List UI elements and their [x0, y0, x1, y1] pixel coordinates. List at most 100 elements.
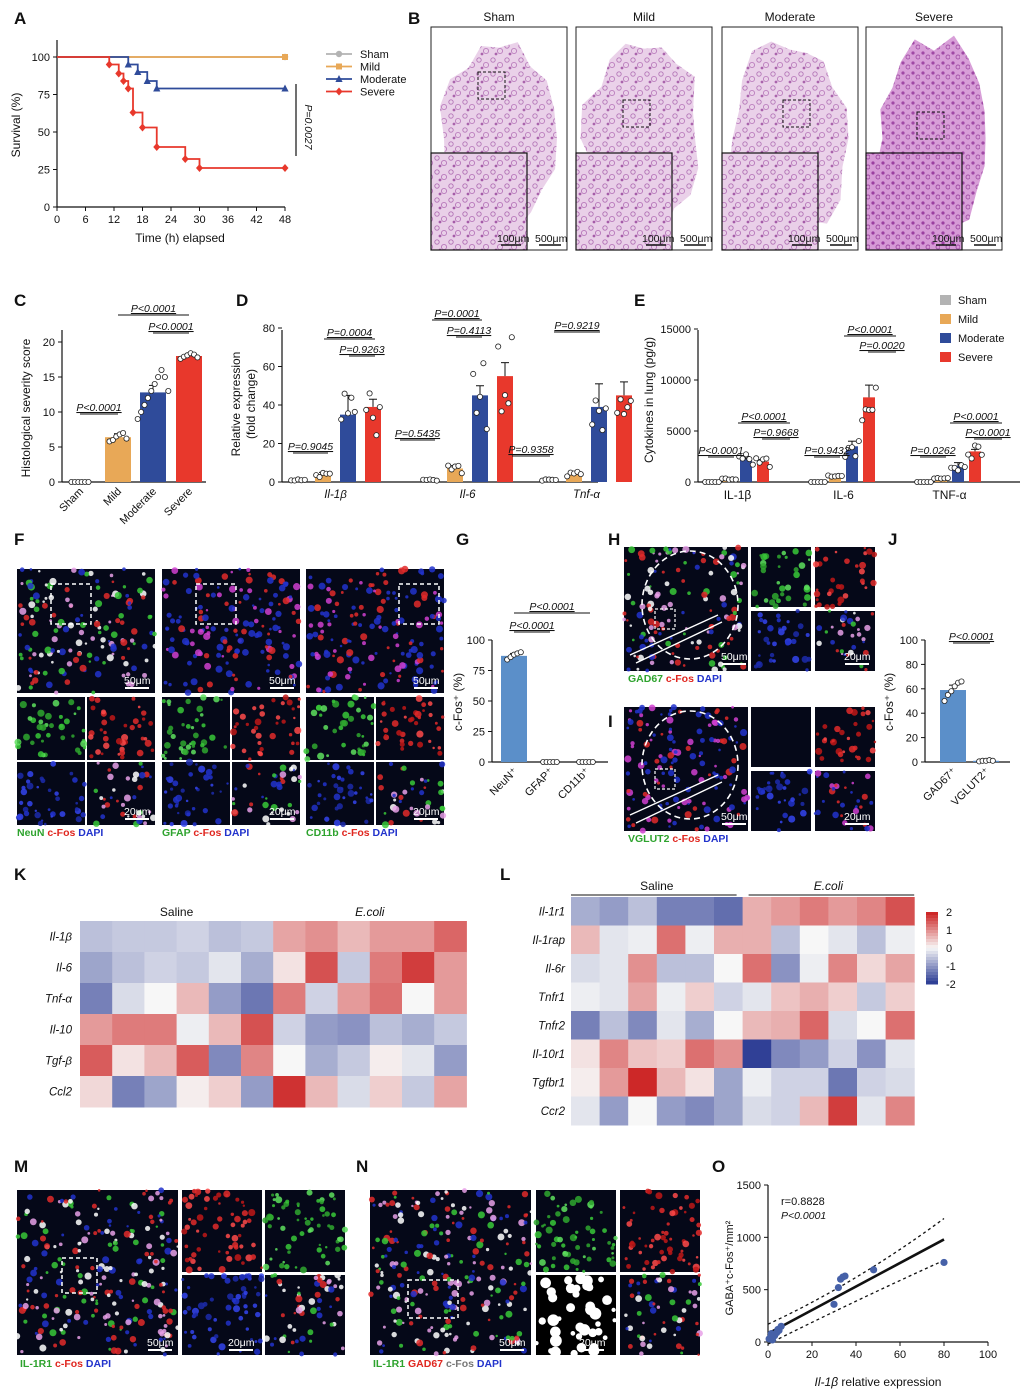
- cell: [129, 681, 135, 688]
- cell: [346, 765, 351, 770]
- data-point: [944, 691, 951, 698]
- cell: [768, 658, 774, 663]
- y-tick-label: 80: [263, 323, 275, 335]
- cell: [226, 1255, 233, 1263]
- cell: [539, 1259, 546, 1266]
- cell: [83, 1319, 89, 1325]
- cell: [59, 811, 66, 818]
- data-point: [85, 478, 92, 485]
- cell: [36, 785, 40, 789]
- y-tick-label: 0: [479, 757, 485, 769]
- cell: [805, 549, 813, 557]
- cell: [304, 1219, 311, 1226]
- cell: [183, 681, 188, 687]
- cell: [430, 687, 438, 694]
- cell: [551, 1241, 557, 1247]
- cell: [411, 676, 419, 683]
- data-point: [138, 408, 145, 415]
- row-label: Il-1β: [49, 932, 72, 944]
- cell: [23, 810, 30, 817]
- cell: [329, 1225, 335, 1231]
- cell: [310, 652, 315, 657]
- cell: [830, 639, 835, 645]
- cell: [861, 706, 865, 710]
- cell: [148, 810, 152, 814]
- cell: [137, 705, 141, 709]
- data-point: [376, 404, 383, 411]
- heatmap-cell: [685, 954, 715, 983]
- cell: [28, 656, 32, 660]
- cell: [280, 1313, 285, 1318]
- channel-neun: NeuN: [17, 827, 44, 839]
- fluorescence-image: [376, 762, 444, 825]
- cell: [323, 797, 327, 801]
- scale-bar-label-small: 100μm: [932, 233, 965, 245]
- cell: [148, 721, 154, 726]
- row-label: Il-6: [56, 963, 73, 975]
- cell: [21, 785, 26, 790]
- cell: [338, 1284, 344, 1290]
- cell: [185, 744, 192, 750]
- cell: [340, 1346, 345, 1351]
- cell: [161, 1305, 167, 1310]
- cell: [314, 1291, 321, 1298]
- data-point: [614, 409, 621, 416]
- cell: [325, 675, 331, 681]
- data-point: [151, 380, 158, 387]
- cell: [529, 1210, 533, 1214]
- data-point: [869, 406, 876, 413]
- heatmap-cell: [828, 1011, 858, 1040]
- bar-mild: [315, 474, 331, 482]
- scale-bar-label-large: 500μm: [970, 233, 1003, 245]
- cell: [77, 1273, 83, 1279]
- cell: [103, 592, 110, 599]
- cell: [777, 628, 785, 636]
- cell: [777, 800, 781, 804]
- cell: [469, 1291, 474, 1296]
- y-tick-label: 50: [38, 127, 50, 139]
- cell: [208, 1273, 215, 1280]
- cell: [673, 796, 679, 803]
- cell: [35, 599, 40, 604]
- cell: [433, 1351, 439, 1357]
- heatmap-cell: [369, 921, 403, 953]
- cell: [844, 610, 848, 614]
- event-marker: [153, 84, 161, 92]
- cell: [814, 770, 822, 777]
- x-tick-label: 40: [850, 1349, 862, 1361]
- colorbar-segment: [926, 918, 938, 922]
- cell: [158, 1337, 163, 1342]
- cell: [281, 1205, 286, 1210]
- channel-c-fos: c-Fos: [44, 827, 75, 839]
- cell: [861, 793, 868, 800]
- cell: [722, 667, 727, 672]
- cell: [472, 1269, 475, 1273]
- cell: [18, 633, 22, 637]
- cell: [382, 1325, 386, 1329]
- heatmap-cell: [241, 1014, 274, 1046]
- cell: [434, 721, 438, 725]
- heatmap-cell: [80, 952, 113, 984]
- cell: [340, 821, 346, 828]
- cell: [814, 546, 820, 552]
- cell: [219, 790, 222, 793]
- cell: [112, 788, 116, 792]
- cell: [816, 602, 822, 608]
- p-value: P=0.4113: [447, 325, 492, 337]
- cell: [432, 819, 438, 825]
- cell: [38, 719, 44, 725]
- cell: [462, 1188, 467, 1193]
- cell: [28, 618, 36, 626]
- cell: [361, 749, 366, 755]
- cell: [150, 1285, 155, 1290]
- cell: [341, 742, 346, 748]
- cell: [638, 1237, 641, 1240]
- cell: [722, 545, 728, 550]
- cell: [93, 788, 99, 794]
- cell: [348, 578, 353, 583]
- x-tick-label: Moderate: [118, 486, 159, 527]
- cell: [297, 697, 301, 701]
- cell: [793, 631, 800, 638]
- cell: [316, 801, 321, 806]
- cell: [185, 1202, 193, 1209]
